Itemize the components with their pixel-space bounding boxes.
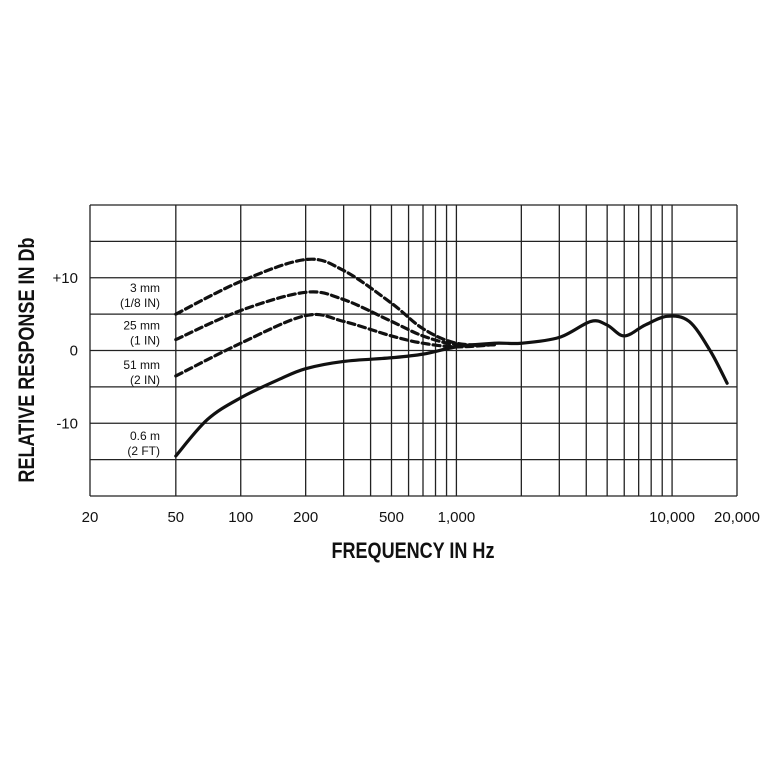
x-axis-title: FREQUENCY IN Hz: [332, 539, 495, 563]
series-label: (2 IN): [130, 373, 160, 387]
y-tick-label: -10: [56, 415, 78, 432]
x-tick-label: 20,000: [714, 509, 760, 526]
series-label: (2 FT): [127, 444, 160, 458]
series-label: 51 mm: [123, 358, 160, 372]
y-tick-label: +10: [53, 270, 78, 287]
line: [174, 314, 729, 458]
y-tick-label: 0: [70, 343, 78, 360]
dashed-line: [174, 257, 496, 347]
series-label: 25 mm: [123, 319, 160, 333]
x-tick-label: 20: [82, 509, 99, 526]
x-tick-label: 200: [293, 509, 318, 526]
x-tick-label: 50: [167, 509, 184, 526]
y-axis-title: RELATIVE RESPONSE IN Db: [15, 237, 39, 482]
series-label: (1/8 IN): [120, 296, 160, 310]
x-tick-label: 100: [228, 509, 253, 526]
series-label: 0.6 m: [130, 429, 160, 443]
series-label: 3 mm: [130, 281, 160, 295]
x-tick-label: 500: [379, 509, 404, 526]
x-tick-label: 1,000: [438, 509, 476, 526]
x-tick-label: 10,000: [649, 509, 695, 526]
series-label: (1 IN): [130, 334, 160, 348]
dashed-line: [174, 290, 496, 347]
